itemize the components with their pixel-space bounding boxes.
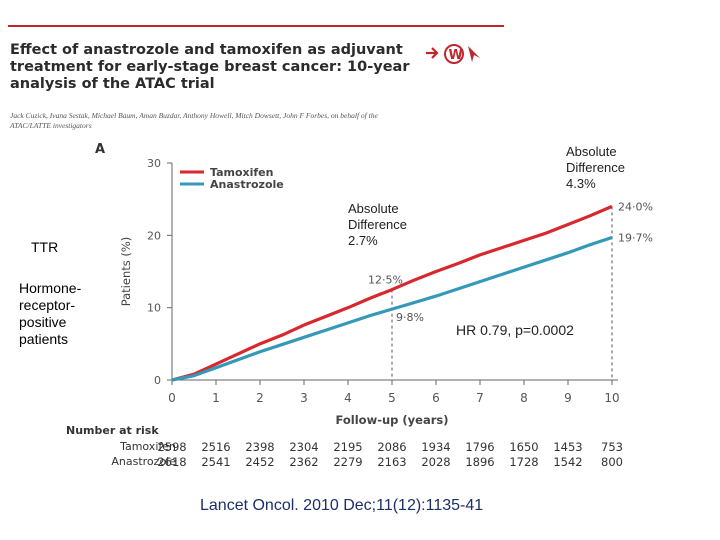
open-access-logo-icon: W [426,44,480,64]
x-tick-label: 8 [520,391,528,405]
hazard-ratio-annotation: HR 0.79, p=0.0002 [456,322,574,338]
risk-count: 2028 [421,455,451,469]
panel-letter: A [95,142,106,157]
svg-text:W: W [449,48,463,63]
x-tick-label: 10 [604,391,619,405]
risk-count: 2304 [289,440,319,454]
header-rule [8,25,504,27]
population-label: Hormone-receptor-positive patients [19,280,82,347]
difference-5yr-annotation: Absolute Difference 2.7% [348,201,408,248]
risk-count: 2452 [245,455,275,469]
series-line-tamoxifen [171,204,613,382]
x-axis-label: Follow-up (years) [336,413,449,427]
y-tick-label: 0 [154,374,161,387]
risk-count: 2516 [201,440,231,454]
legend-label: Anastrozole [210,178,284,191]
x-tick-label: 6 [432,391,440,405]
x-tick-label: 4 [344,391,352,405]
risk-count: 2086 [377,440,407,454]
anastrozole-5yr-label: 9·8% [396,311,424,324]
x-tick-label: 2 [256,391,264,405]
x-tick-label: 3 [300,391,308,405]
risk-table-title: Number at risk [66,424,159,437]
risk-count: 1796 [465,440,495,454]
risk-count: 2195 [333,440,363,454]
risk-count: 2541 [201,455,231,469]
risk-count: 2279 [333,455,363,469]
tamoxifen-5yr-label: 12·5% [368,274,403,287]
anastrozole-end-label: 19·7% [618,232,653,245]
x-tick-label: 9 [564,391,572,405]
ttr-label: TTR [31,239,59,255]
series-line-anastrozole [171,235,613,382]
risk-count: 800 [601,455,623,469]
y-tick-label: 10 [147,302,161,315]
legend-label: Tamoxifen [210,166,273,179]
risk-count: 1650 [509,440,539,454]
risk-count: 2598 [157,440,187,454]
risk-row-label: Tamoxifen [120,440,176,453]
article-title: Effect of anastrozole and tamoxifen as a… [10,42,410,92]
risk-count: 1542 [553,455,583,469]
article-authors: Jack Cuzick, Ivana Sestak, Michael Baum,… [10,111,378,130]
risk-count: 1728 [509,455,539,469]
risk-count: 753 [601,440,623,454]
difference-10yr-annotation: Absolute Difference 4.3% [566,144,626,191]
y-tick-label: 20 [147,229,161,242]
risk-count: 1934 [421,440,451,454]
x-tick-label: 0 [168,391,176,405]
x-tick-label: 7 [476,391,484,405]
risk-row-label: Anastrozole [111,455,176,468]
risk-count: 1453 [553,440,583,454]
y-tick-label: 30 [147,157,161,170]
y-axis-label: Patients (%) [119,237,133,307]
risk-count: 2163 [377,455,407,469]
risk-count: 1896 [465,455,495,469]
risk-count: 2398 [245,440,275,454]
tamoxifen-end-label: 24·0% [618,200,653,213]
citation: Lancet Oncol. 2010 Dec;11(12):1135-41 [200,497,484,514]
risk-count: 2362 [289,455,319,469]
x-tick-label: 1 [212,391,220,405]
x-tick-label: 5 [388,391,396,405]
risk-count: 2618 [157,455,187,469]
